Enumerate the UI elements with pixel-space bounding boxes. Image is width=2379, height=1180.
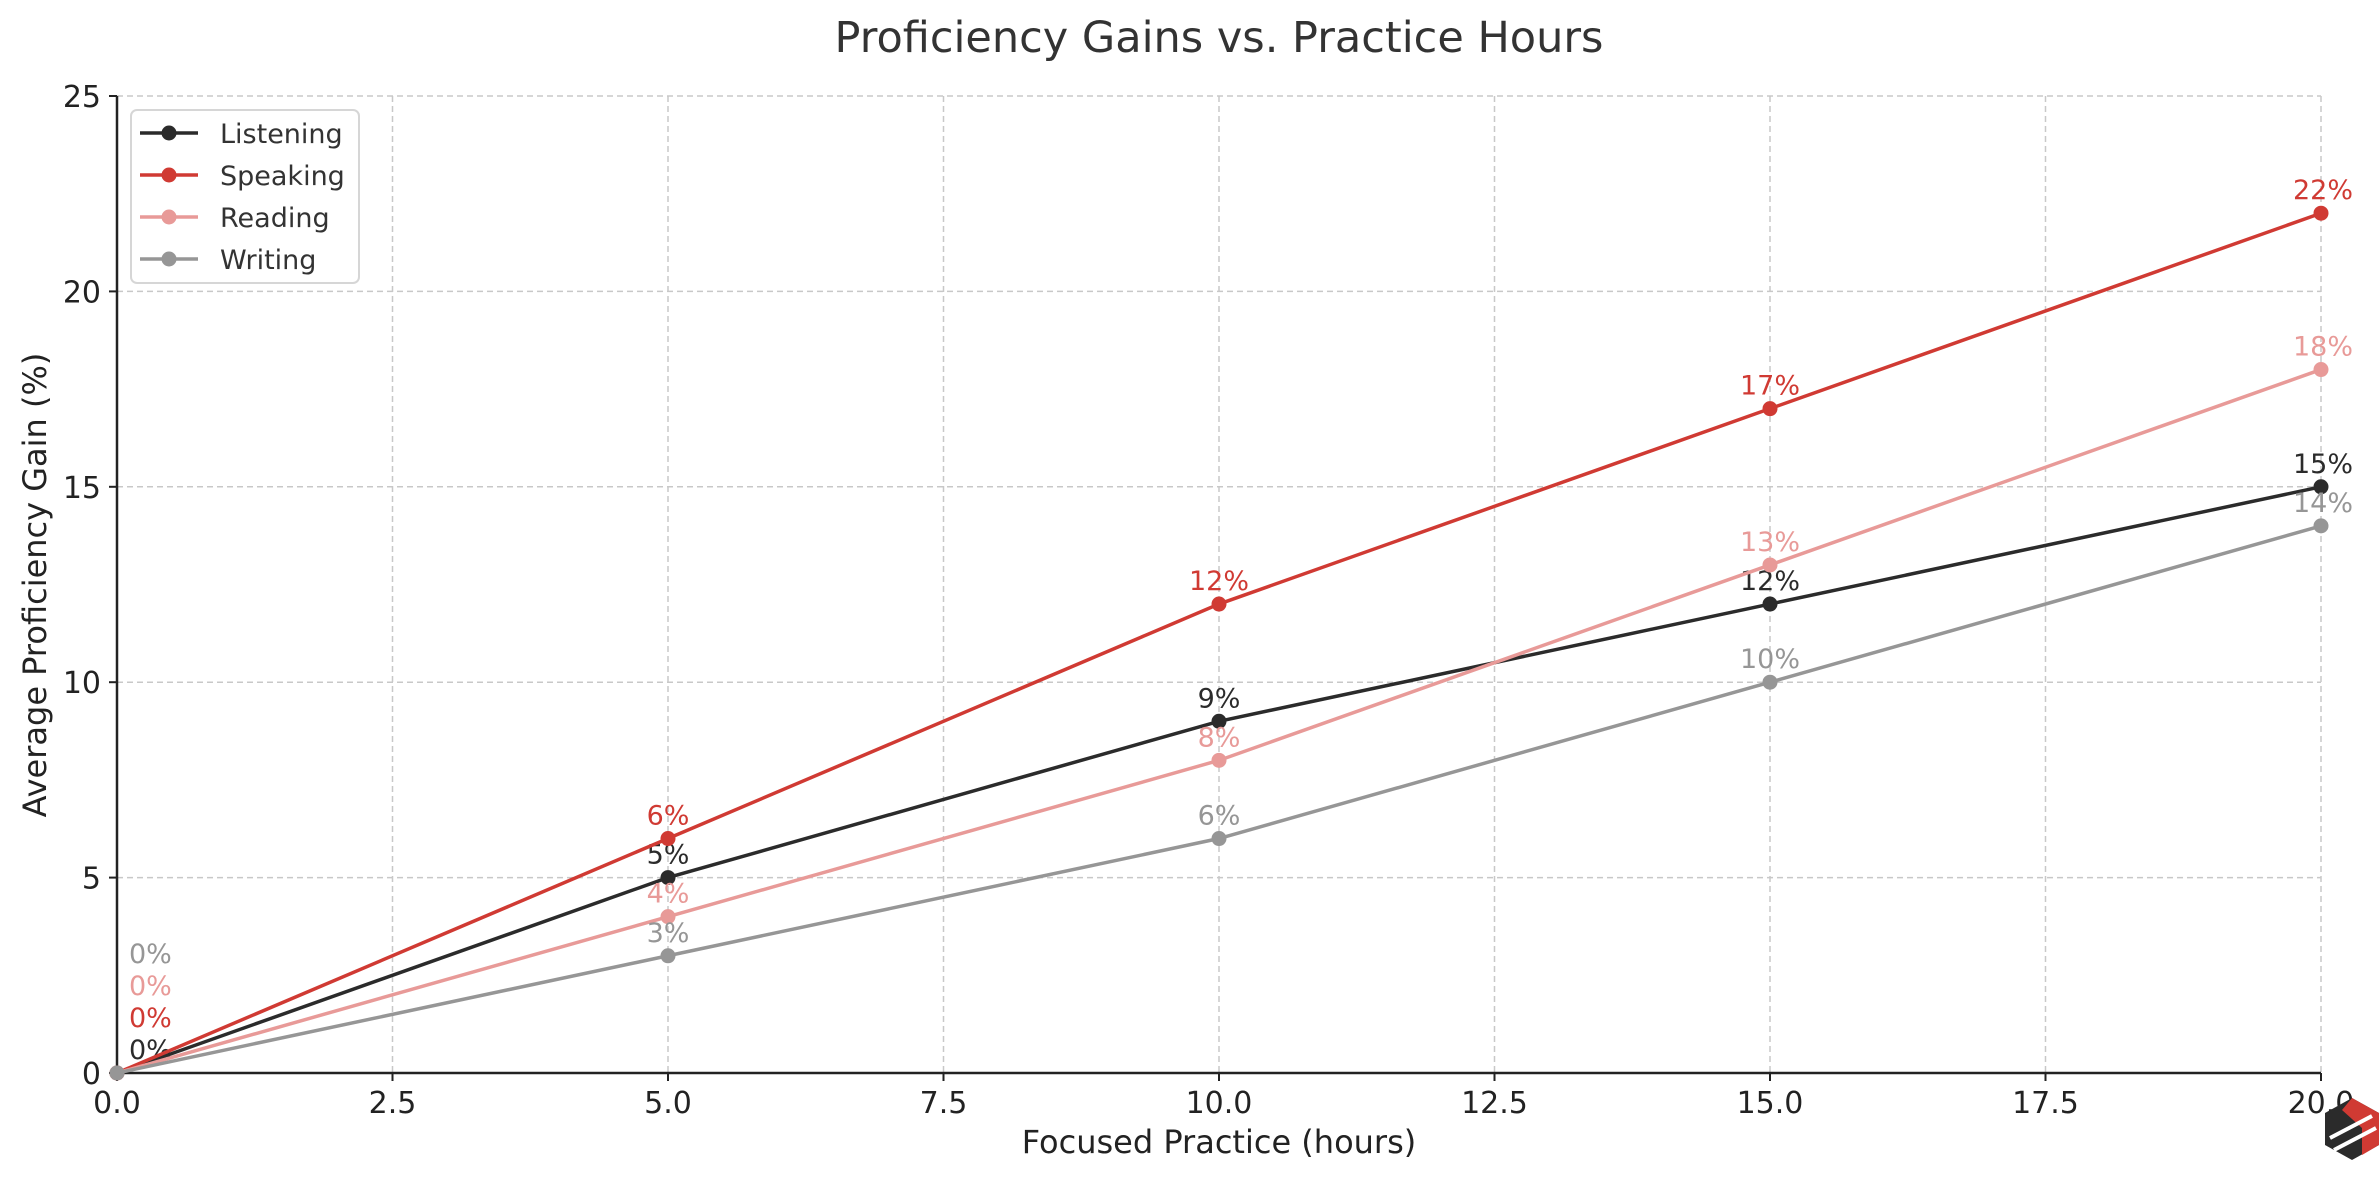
listening-point [2313, 479, 2329, 495]
y-tick-label: 25 [63, 80, 101, 115]
legend-label: Reading [220, 203, 330, 234]
y-tick-label: 0 [82, 1057, 101, 1092]
writing-data-label: 6% [1198, 801, 1241, 832]
writing-point [2313, 518, 2329, 534]
x-tick-label: 10.0 [1186, 1086, 1253, 1121]
listening-point [660, 870, 676, 886]
reading-point [2313, 362, 2329, 378]
speaking-point [660, 831, 676, 847]
listening-point [1211, 713, 1227, 729]
series-speaking: 0% 6% 12% 17% 22% [109, 175, 2353, 1081]
y-tick-label: 20 [63, 275, 101, 310]
reading-data-label: 4% [647, 879, 690, 910]
writing-data-label: 3% [647, 918, 690, 949]
writing-point [109, 1065, 125, 1081]
y-axis-label: Average Proficiency Gain (%) [16, 353, 54, 818]
y-tick-label: 15 [63, 471, 101, 506]
series-group: 0%5%9%12%15%0%6%12%17%22%0%4%8%13%18%0%3… [109, 175, 2353, 1081]
speaking-line [116, 211, 2322, 1075]
x-tick-label: 0.0 [93, 1086, 141, 1121]
reading-data-label: 18% [2293, 332, 2353, 363]
legend-label: Listening [220, 119, 343, 150]
legend-swatch-marker [161, 125, 177, 141]
speaking-data-label: 12% [1189, 566, 1249, 597]
speaking-data-label: 0% [129, 1003, 172, 1034]
legend-label: Speaking [220, 161, 345, 192]
series-writing: 0% 3% 6% 10% 14% [109, 488, 2353, 1081]
x-tick-label: 2.5 [369, 1086, 417, 1121]
speaking-data-label: 22% [2293, 175, 2353, 206]
writing-data-label: 14% [2293, 488, 2353, 519]
x-tick-label: 17.5 [2012, 1086, 2079, 1121]
reading-data-label: 13% [1740, 527, 1800, 558]
reading-point [1211, 752, 1227, 768]
legend-item-reading: Reading [140, 203, 330, 234]
writing-point [1762, 674, 1778, 690]
legend-swatch-marker [161, 209, 177, 225]
x-axis-label: Focused Practice (hours) [1022, 1123, 1416, 1161]
x-tick-label: 12.5 [1461, 1086, 1528, 1121]
writing-data-label: 10% [1740, 644, 1800, 675]
writing-data-label: 0% [129, 939, 172, 970]
series-listening: 0%5%9%12%15% [109, 449, 2353, 1081]
legend-item-speaking: Speaking [140, 161, 345, 192]
reading-data-label: 0% [129, 971, 172, 1002]
axes: 0.0 2.5 5.0 7.5 10.0 12.5 15.0 17.5 20.005101520… [63, 80, 2355, 1121]
legend-swatch-marker [161, 251, 177, 267]
legend-item-writing: Writing [140, 245, 316, 276]
speaking-point [1762, 401, 1778, 417]
x-tick-label: 15.0 [1737, 1086, 1804, 1121]
speaking-point [2313, 205, 2329, 221]
legend-swatch-marker [161, 167, 177, 183]
listening-point [1762, 596, 1778, 612]
speaking-point [1211, 596, 1227, 612]
y-tick-label: 10 [63, 666, 101, 701]
x-tick-label: 5.0 [644, 1086, 692, 1121]
speaking-data-label: 17% [1740, 371, 1800, 402]
reading-point [1762, 557, 1778, 573]
legend-label: Writing [220, 245, 316, 276]
legend-box [130, 109, 360, 284]
hexagon-logo-icon [2325, 1098, 2379, 1160]
writing-point [660, 948, 676, 964]
reading-data-label: 8% [1198, 722, 1241, 753]
listening-data-label: 9% [1198, 683, 1241, 714]
writing-point [1211, 831, 1227, 847]
y-tick-label: 5 [82, 862, 101, 897]
legend-item-listening: Listening [140, 119, 343, 150]
listening-data-label: 15% [2293, 449, 2353, 480]
legend: Listening Speaking Reading Writing [130, 109, 360, 284]
speaking-data-label: 6% [647, 801, 690, 832]
reading-point [660, 909, 676, 925]
chart-title: Proficiency Gains vs. Practice Hours [835, 13, 1604, 63]
x-tick-label: 7.5 [920, 1086, 968, 1121]
